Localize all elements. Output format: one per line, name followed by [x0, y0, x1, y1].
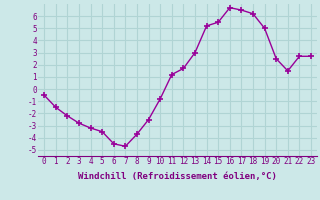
- X-axis label: Windchill (Refroidissement éolien,°C): Windchill (Refroidissement éolien,°C): [78, 172, 277, 181]
